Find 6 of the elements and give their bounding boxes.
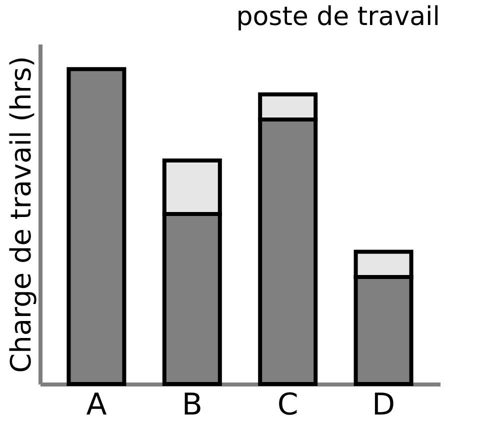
x-tick-label: C (277, 388, 298, 422)
chart-title: poste de travail (236, 2, 440, 32)
y-axis-title: Charge de travail (hrs) (4, 56, 38, 373)
x-tick-label: A (86, 388, 108, 422)
x-tick-label: B (182, 388, 202, 422)
x-tick-label: D (372, 388, 396, 422)
